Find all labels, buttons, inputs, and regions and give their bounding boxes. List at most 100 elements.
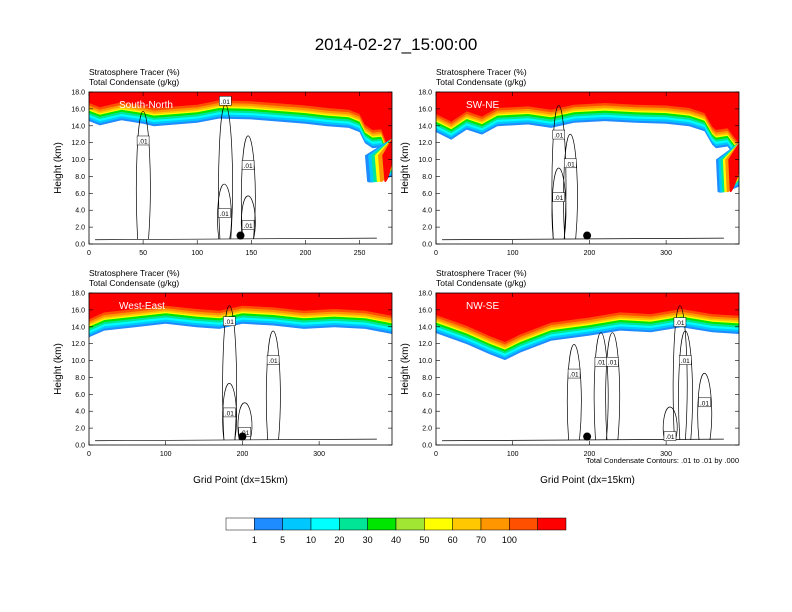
y-tick-label: 0.0 xyxy=(75,443,85,450)
plot-area: .01 .01 .01 SW-NE xyxy=(436,92,739,244)
location-marker xyxy=(583,432,592,441)
colorbar-label: 40 xyxy=(391,535,401,545)
y-tick-label: 8.0 xyxy=(422,174,432,181)
y-tick-label: 16.0 xyxy=(71,106,85,113)
svg-text:.01: .01 xyxy=(225,410,234,417)
y-axis-label: Height (km) xyxy=(53,343,64,395)
x-tick-label: 100 xyxy=(191,250,203,257)
y-tick-label: 16.0 xyxy=(71,307,85,314)
svg-text:.01: .01 xyxy=(225,319,234,326)
contour-line-low xyxy=(95,237,377,241)
panel-1: Stratosphere Tracer (%)Total Condensate … xyxy=(53,67,393,257)
y-tick-label: 4.0 xyxy=(75,409,85,416)
y-tick-label: 2.0 xyxy=(422,225,432,232)
y-tick-label: 18.0 xyxy=(71,291,85,298)
contour-label: .01 xyxy=(679,355,692,365)
y-tick-label: 2.0 xyxy=(422,426,432,433)
x-tick-label: 0 xyxy=(434,250,438,257)
colorbar-label: 5 xyxy=(280,535,285,545)
panel-subtitle-condensate: Total Condensate (g/kg) xyxy=(89,278,179,288)
y-tick-label: 10.0 xyxy=(418,157,432,164)
section-label: South-North xyxy=(119,100,173,111)
y-tick-label: 12.0 xyxy=(71,341,85,348)
panel-subtitle-condensate: Total Condensate (g/kg) xyxy=(436,278,526,288)
y-tick-label: 6.0 xyxy=(75,392,85,399)
svg-text:.01: .01 xyxy=(566,161,575,168)
x-tick-label: 0 xyxy=(87,250,91,257)
y-tick-label: 18.0 xyxy=(71,90,85,97)
panel-subtitle-condensate: Total Condensate (g/kg) xyxy=(89,77,179,87)
y-tick-label: 0.0 xyxy=(422,443,432,450)
svg-text:.01: .01 xyxy=(675,320,684,327)
x-tick-label: 300 xyxy=(660,250,672,257)
y-tick-label: 14.0 xyxy=(71,324,85,331)
x-tick-label: 200 xyxy=(584,451,596,458)
plot-area: .01 .01 .01 .01 West-East xyxy=(89,293,392,445)
contour-label: .01 xyxy=(266,355,280,365)
contour-line xyxy=(222,305,237,440)
contour-label: .01 xyxy=(218,208,231,218)
plot-frame xyxy=(88,292,393,446)
contour-label: .01 xyxy=(552,192,565,202)
colorbar-label: 50 xyxy=(419,535,429,545)
contour-line xyxy=(662,406,678,441)
contour-line xyxy=(678,330,693,440)
panel-4: Stratosphere Tracer (%)Total Condensate … xyxy=(400,268,740,486)
y-tick-label: 8.0 xyxy=(422,375,432,382)
contour-line xyxy=(593,332,609,440)
contour-label: .01 xyxy=(136,135,150,145)
y-tick-label: 18.0 xyxy=(418,291,432,298)
colorbar-swatch xyxy=(225,517,255,531)
contour-note: Total Condensate Contours: .01 to .01 by… xyxy=(586,456,739,465)
y-tick-label: 10.0 xyxy=(418,358,432,365)
contour-label: .01 xyxy=(219,96,232,106)
x-tick-label: 0 xyxy=(434,451,438,458)
contour-line xyxy=(265,330,281,440)
plot-frame xyxy=(88,91,393,245)
contour-line xyxy=(551,167,567,239)
contour-label: .01 xyxy=(663,431,677,441)
colorbar-label: 1 xyxy=(252,535,257,545)
contour-label: .01 xyxy=(698,397,711,407)
contour-label: .01 xyxy=(594,356,608,367)
svg-text:.01: .01 xyxy=(221,99,230,106)
y-tick-label: 2.0 xyxy=(75,225,85,232)
tracer-intrusion-fill xyxy=(728,142,739,193)
y-tick-label: 10.0 xyxy=(71,157,85,164)
contour-line xyxy=(605,332,621,440)
colorbar-swatch xyxy=(367,517,397,531)
colorbar-swatch xyxy=(480,517,510,531)
panel-subtitle-tracer: Stratosphere Tracer (%) xyxy=(89,67,180,77)
colorbar-label: 70 xyxy=(476,535,486,545)
y-tick-label: 4.0 xyxy=(422,409,432,416)
colorbar-label: 100 xyxy=(502,535,517,545)
contour-label: .01 xyxy=(606,356,619,367)
colorbar: 1 5 10 20 30 40 50 60 70 100 xyxy=(225,517,567,545)
panel-subtitle-tracer: Stratosphere Tracer (%) xyxy=(436,67,527,77)
panel-2: Stratosphere Tracer (%)Total Condensate … xyxy=(400,67,740,257)
colorbar-swatch xyxy=(509,517,538,531)
y-tick-label: 6.0 xyxy=(75,191,85,198)
plot-frame xyxy=(435,292,740,446)
y-tick-label: 14.0 xyxy=(418,324,432,331)
y-tick-label: 0.0 xyxy=(422,242,432,249)
section-label: SW-NE xyxy=(466,100,499,111)
x-tick-label: 300 xyxy=(313,451,325,458)
panel-subtitle-tracer: Stratosphere Tracer (%) xyxy=(436,268,527,278)
y-tick-label: 4.0 xyxy=(422,208,432,215)
colorbar-label: 20 xyxy=(334,535,344,545)
contour-label: .01 xyxy=(223,316,236,326)
x-tick-label: 150 xyxy=(245,250,257,257)
panel-subtitle-tracer: Stratosphere Tracer (%) xyxy=(89,268,180,278)
contour-line xyxy=(222,383,237,440)
x-axis-label: Grid Point (dx=15km) xyxy=(540,475,635,486)
contour-label: .01 xyxy=(563,158,577,168)
colorbar-label: 30 xyxy=(363,535,373,545)
x-axis-label: Grid Point (dx=15km) xyxy=(193,475,288,486)
x-tick-label: 200 xyxy=(300,250,312,257)
x-tick-label: 50 xyxy=(139,250,147,257)
colorbar-swatch xyxy=(339,517,368,531)
y-tick-label: 12.0 xyxy=(418,341,432,348)
contour-line-low xyxy=(95,438,377,442)
y-tick-label: 16.0 xyxy=(418,307,432,314)
